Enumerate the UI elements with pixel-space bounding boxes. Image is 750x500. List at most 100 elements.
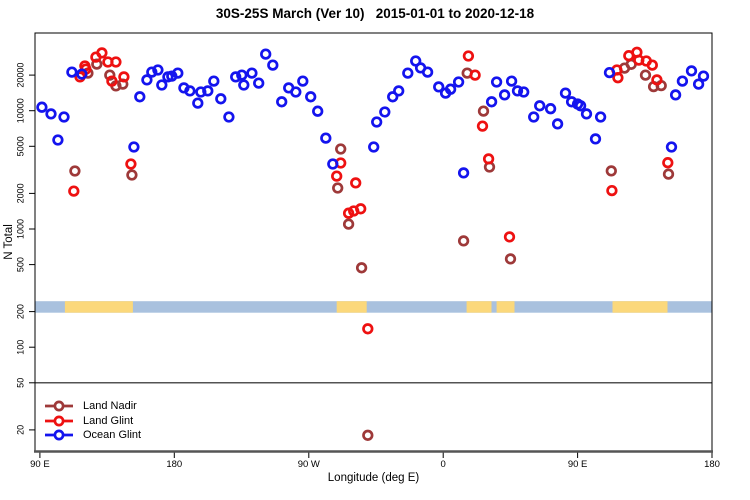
legend-label: Land Glint	[83, 414, 134, 427]
data-point	[230, 71, 242, 83]
data-point	[421, 66, 434, 78]
data-point	[612, 72, 624, 84]
data-point	[606, 184, 618, 197]
series-land-nadir	[69, 58, 675, 441]
data-point	[669, 89, 682, 101]
data-point	[646, 59, 658, 71]
data-point	[662, 168, 675, 180]
data-point	[141, 74, 153, 86]
svg-text:90 E: 90 E	[30, 459, 50, 470]
data-point	[565, 96, 578, 108]
data-point	[305, 91, 317, 103]
data-point	[331, 170, 343, 182]
data-point	[368, 141, 380, 153]
data-point	[490, 76, 503, 88]
data-point	[477, 105, 490, 117]
data-point	[482, 153, 495, 165]
data-point	[260, 48, 272, 60]
data-point	[350, 177, 362, 189]
data-point	[603, 66, 616, 79]
svg-text:20: 20	[15, 425, 25, 435]
data-point	[574, 100, 587, 112]
data-point	[393, 85, 405, 97]
ocean-glint-marker-icon	[45, 430, 73, 441]
data-point	[195, 86, 207, 98]
svg-text:180: 180	[704, 459, 720, 470]
data-point	[223, 111, 235, 123]
data-point	[297, 75, 309, 87]
data-point	[118, 71, 130, 83]
surface-band	[35, 301, 712, 313]
data-point	[208, 75, 220, 87]
svg-text:200: 200	[15, 304, 25, 319]
data-point	[215, 93, 227, 105]
data-point	[528, 111, 540, 123]
data-point	[290, 86, 302, 98]
data-point	[504, 253, 517, 265]
data-point	[184, 85, 196, 97]
data-point	[110, 56, 122, 68]
svg-text:90 E: 90 E	[568, 459, 588, 470]
data-point	[128, 141, 140, 153]
land-glint-marker-icon	[45, 415, 73, 427]
data-point	[152, 64, 164, 76]
data-point	[651, 74, 663, 86]
data-point	[692, 78, 705, 90]
data-point	[379, 106, 391, 118]
legend-label: Ocean Glint	[83, 429, 142, 442]
data-point	[96, 47, 108, 59]
data-point	[433, 81, 445, 93]
data-point	[312, 105, 324, 117]
data-point	[371, 116, 383, 128]
data-point	[134, 91, 146, 103]
data-point	[498, 89, 511, 101]
data-point	[355, 262, 368, 274]
svg-text:20000: 20000	[15, 63, 25, 88]
x-axis-title: Longitude (deg E)	[327, 472, 420, 484]
data-point	[125, 158, 137, 170]
data-point	[485, 96, 498, 108]
legend-item-land-glint: Land Glint	[44, 414, 141, 429]
y-axis: 20 50 100 200 500 1000 2000 5000 10000 20000	[15, 63, 35, 435]
svg-text:180: 180	[166, 459, 182, 470]
data-point	[457, 235, 470, 247]
svg-text:50: 50	[15, 378, 25, 388]
data-point	[146, 66, 158, 78]
data-point	[594, 111, 607, 123]
svg-text:10000: 10000	[15, 98, 25, 123]
data-point	[505, 75, 518, 87]
data-point	[172, 67, 184, 79]
data-point	[362, 323, 374, 335]
series-land-glint	[68, 46, 674, 335]
data-point	[45, 108, 57, 120]
data-point	[58, 111, 70, 123]
data-point	[253, 77, 265, 89]
data-point	[91, 58, 103, 70]
svg-text:100: 100	[15, 340, 25, 355]
data-point	[192, 97, 204, 109]
data-point	[580, 108, 593, 120]
data-point	[662, 157, 674, 169]
data-point	[469, 69, 481, 81]
data-point	[462, 50, 475, 62]
data-point	[267, 59, 279, 71]
data-point	[52, 134, 64, 146]
land-nadir-marker-icon	[45, 400, 73, 412]
data-point	[503, 231, 516, 243]
x-axis: 90 E 180 90 W 0 90 E 180	[30, 452, 720, 470]
data-point	[511, 85, 524, 97]
legend-label: Land Nadir	[83, 400, 137, 413]
data-point	[387, 91, 399, 103]
data-point	[126, 169, 138, 181]
data-point	[639, 69, 652, 81]
data-point	[402, 67, 414, 79]
data-point	[342, 218, 355, 230]
data-point	[589, 133, 602, 145]
data-point	[66, 66, 78, 78]
svg-text:1000: 1000	[15, 219, 25, 239]
legend-item-ocean-glint: Ocean Glint	[44, 428, 141, 443]
data-point	[76, 68, 88, 80]
data-point	[238, 79, 250, 91]
svg-text:2000: 2000	[15, 183, 25, 203]
